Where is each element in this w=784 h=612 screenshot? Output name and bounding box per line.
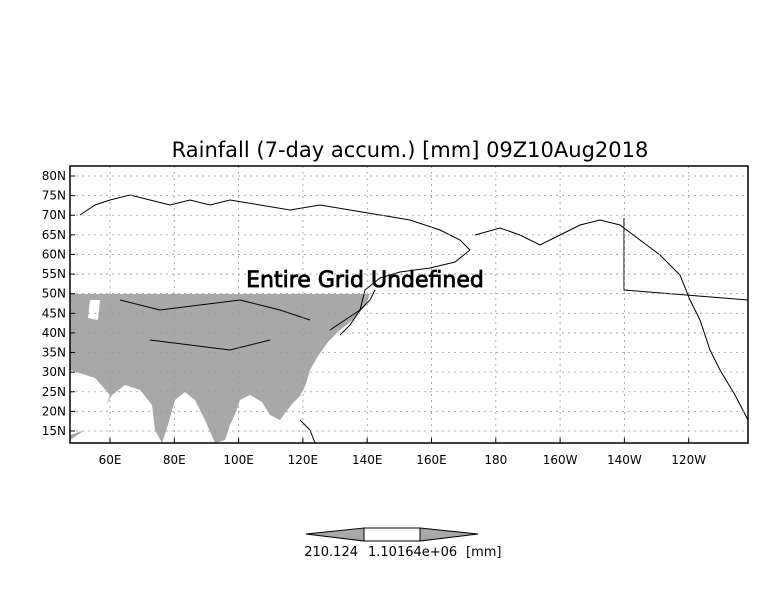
colorbar-label-low: 210.124 [304,545,358,560]
lat-label: 80N [42,169,66,183]
lat-label: 60N [42,247,66,261]
lat-label: 70N [42,208,66,222]
coastlines [79,194,749,444]
longitude-labels: 60E 80E 100E 120E 140E 160E 180 160W 140W 120W [99,453,707,467]
lat-label: 55N [42,267,66,281]
lat-label: 20N [42,404,66,418]
undefined-region [70,294,370,443]
colorbar-unit: [mm] [466,545,501,560]
lon-label: 120W [671,453,706,467]
lon-label: 140E [352,453,383,467]
lat-label: 45N [42,306,66,320]
lon-label: 100E [223,453,254,467]
lat-label: 25N [42,385,66,399]
lon-label: 160E [416,453,447,467]
map-frame [69,165,749,444]
lat-label: 65N [42,228,66,242]
undefined-grid-message: Entire Grid Undefined [246,268,484,293]
lat-label: 75N [42,189,66,203]
lon-label: 160W [543,453,578,467]
lat-label: 35N [42,346,66,360]
lon-label: 60E [99,453,122,467]
lat-label: 30N [42,365,66,379]
lon-label: 180 [484,453,507,467]
latitude-labels: 80N 75N 70N 65N 60N 55N 50N 45N 40N 35N 30N 25N 20N 1… [42,169,66,438]
lat-label: 15N [42,424,66,438]
colorbar-high-segment [419,527,479,542]
colorbar-mid-segment [363,527,421,542]
colorbar-label-high: 1.10164e+06 [368,545,457,560]
graticule [70,166,748,443]
map-title: Rainfall (7-day accum.) [mm] 09Z10Aug201… [172,138,649,162]
lat-label: 40N [42,326,66,340]
colorbar: 210.124 1.10164e+06 [mm] [304,527,501,560]
lon-label: 140W [607,453,642,467]
lon-label: 80E [163,453,186,467]
lon-label: 120E [288,453,319,467]
lat-label: 50N [42,287,66,301]
colorbar-low-segment [305,527,365,542]
